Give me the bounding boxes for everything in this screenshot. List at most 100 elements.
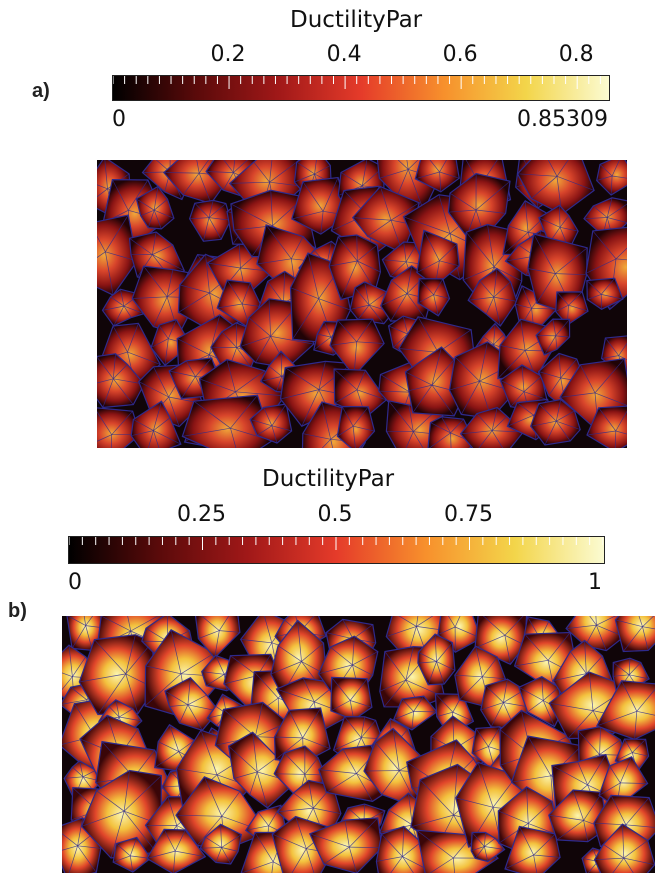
mesh-edge bbox=[321, 401, 332, 440]
mesh-edge bbox=[187, 704, 203, 731]
mesh-edge bbox=[607, 203, 627, 218]
mesh-edge bbox=[417, 316, 439, 353]
mesh-edge bbox=[423, 230, 440, 261]
mesh-edge bbox=[337, 236, 358, 262]
mesh-edge bbox=[123, 305, 145, 315]
mesh-edge bbox=[132, 296, 168, 299]
mesh-edge bbox=[549, 702, 594, 711]
mesh-edge bbox=[541, 676, 544, 701]
mesh-edge bbox=[475, 209, 506, 214]
mesh-edge bbox=[623, 840, 648, 859]
mesh-edge bbox=[419, 779, 454, 816]
mesh-edge bbox=[127, 351, 161, 365]
mesh-edge bbox=[198, 172, 212, 204]
mesh-edge bbox=[323, 321, 332, 338]
mesh-edge bbox=[455, 797, 494, 808]
mesh-edge bbox=[268, 365, 283, 377]
mesh-edge bbox=[252, 732, 258, 772]
mesh-edge bbox=[490, 702, 504, 728]
mesh-edge bbox=[269, 160, 300, 183]
mesh-edge bbox=[533, 854, 538, 873]
mesh-edge bbox=[482, 336, 494, 345]
mesh-edge bbox=[321, 439, 331, 448]
mesh-edge bbox=[380, 374, 410, 393]
mesh-edge bbox=[104, 160, 108, 189]
mesh-edge bbox=[274, 773, 305, 775]
mesh-edge bbox=[290, 236, 304, 259]
mesh-edge bbox=[603, 844, 624, 859]
mesh-edge bbox=[240, 861, 274, 873]
mesh-edge bbox=[313, 807, 341, 814]
mesh-edge bbox=[613, 662, 630, 676]
mesh-edge bbox=[548, 377, 561, 396]
mesh-edge bbox=[115, 843, 131, 857]
mesh-edge bbox=[555, 335, 558, 350]
mesh-edge bbox=[179, 704, 189, 724]
mesh-edge bbox=[119, 716, 142, 722]
mesh-edge bbox=[230, 395, 258, 429]
mesh-edge bbox=[391, 280, 408, 294]
mesh-edge bbox=[543, 335, 557, 356]
mesh-edge bbox=[354, 287, 370, 306]
mesh-edge bbox=[403, 216, 451, 234]
mesh-edge bbox=[559, 205, 561, 228]
mesh-edge bbox=[471, 846, 485, 852]
mesh-edge bbox=[350, 700, 373, 708]
mesh-edge bbox=[108, 706, 120, 718]
mesh-edge bbox=[392, 728, 400, 771]
tick-label: 0.6 bbox=[442, 42, 478, 67]
mesh-edge bbox=[615, 752, 633, 762]
mesh-edge bbox=[460, 381, 480, 415]
mesh-edge bbox=[167, 796, 178, 826]
mesh-edge bbox=[263, 407, 273, 426]
mesh-edge bbox=[416, 260, 440, 273]
mesh-edge bbox=[302, 707, 321, 739]
mesh-edge bbox=[123, 770, 130, 812]
mesh-edge bbox=[477, 762, 494, 808]
mesh-edge bbox=[587, 294, 602, 300]
mesh-edge bbox=[364, 281, 370, 306]
mesh-edge bbox=[531, 176, 558, 199]
mesh-edge bbox=[163, 172, 200, 174]
mesh-edge bbox=[115, 699, 120, 718]
mesh-edge bbox=[431, 384, 455, 417]
mesh-edge bbox=[250, 419, 272, 427]
mesh-edge bbox=[356, 341, 385, 344]
mesh-edge bbox=[307, 252, 320, 299]
mesh-edge bbox=[71, 625, 87, 649]
mesh-cell bbox=[188, 199, 232, 242]
mesh-edge bbox=[559, 226, 579, 232]
mesh-edge bbox=[125, 673, 139, 714]
mesh-edge bbox=[566, 624, 597, 629]
voronoi-mesh-a bbox=[97, 160, 627, 448]
mesh-edge bbox=[403, 241, 407, 262]
mesh-edge bbox=[72, 766, 84, 778]
mesh-edge bbox=[390, 202, 420, 221]
voronoi-mesh-b bbox=[62, 616, 655, 873]
mesh-edge bbox=[349, 846, 382, 849]
mesh-edge bbox=[417, 661, 437, 664]
mesh-edge bbox=[599, 739, 621, 755]
mesh-edge bbox=[493, 281, 511, 298]
mesh-cell bbox=[227, 731, 297, 809]
mesh-edge bbox=[493, 323, 496, 345]
mesh-edge bbox=[352, 217, 392, 221]
mesh-edge bbox=[454, 674, 483, 678]
mesh-edge bbox=[556, 410, 575, 422]
mesh-edge bbox=[178, 292, 210, 313]
mesh-edge bbox=[356, 773, 373, 802]
mesh-cell bbox=[97, 353, 145, 409]
mesh-edge bbox=[330, 439, 334, 448]
mesh-edge bbox=[533, 233, 556, 274]
mesh-edge bbox=[302, 433, 331, 440]
mesh-edge bbox=[612, 175, 627, 179]
mesh-edge bbox=[624, 738, 633, 753]
mesh-edge bbox=[239, 335, 271, 347]
mesh-edge bbox=[340, 260, 358, 300]
mesh-edge bbox=[102, 305, 124, 311]
mesh-edge bbox=[204, 776, 223, 817]
mesh-edge bbox=[386, 430, 414, 433]
mesh-edge bbox=[68, 845, 78, 873]
mesh-edge bbox=[623, 857, 634, 873]
mesh-edge bbox=[196, 160, 200, 174]
